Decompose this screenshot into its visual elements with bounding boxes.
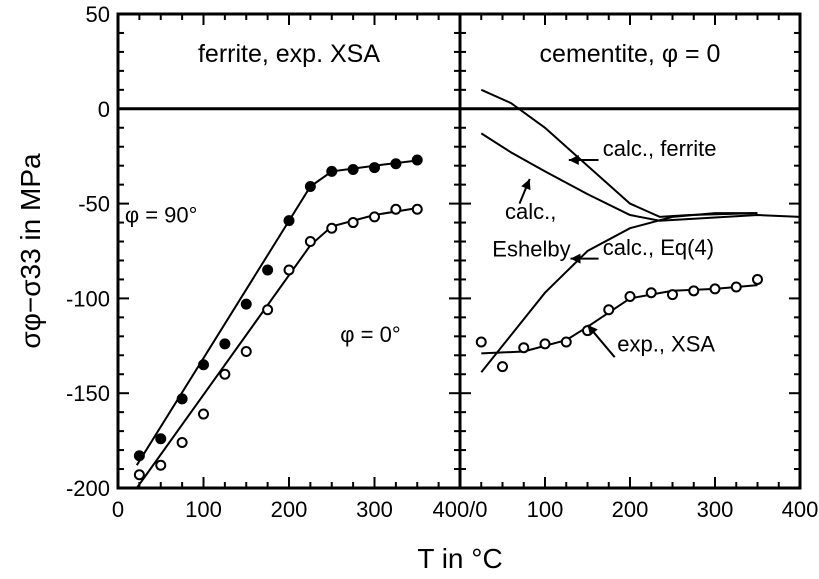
data-point (560, 336, 572, 348)
data-point (369, 211, 380, 223)
x-tick-label: 0 (112, 497, 124, 522)
data-point (645, 287, 657, 299)
data-point (283, 215, 295, 227)
data-point (475, 336, 487, 348)
panel-title: cementite, φ = 0 (540, 40, 721, 68)
data-point (326, 165, 338, 177)
x-tick-label: 100 (527, 497, 564, 522)
data-point (347, 217, 359, 229)
data-point (709, 283, 721, 295)
panel-right (458, 12, 802, 490)
y-axis-title: σφ−σ33 in MPa (15, 153, 46, 349)
data-point (198, 408, 209, 420)
data-point (262, 264, 274, 276)
data-point (240, 345, 252, 357)
data-point (369, 162, 380, 174)
annotation: calc., (505, 199, 556, 224)
data-point (155, 459, 167, 471)
data-point (603, 304, 615, 316)
data-point (219, 368, 231, 380)
data-point (176, 436, 188, 448)
data-point (390, 203, 402, 215)
x-tick-label: 200 (271, 497, 308, 522)
data-point (262, 304, 274, 316)
x-tick-label: 300 (356, 497, 393, 522)
x-tick-label: 100 (185, 497, 222, 522)
data-point (688, 285, 700, 297)
data-point (411, 203, 423, 215)
annotation: calc., ferrite (603, 136, 717, 161)
data-point (133, 469, 145, 481)
data-point (497, 361, 508, 373)
panel-title: ferrite, exp. XSA (198, 40, 380, 68)
y-tick-label: -100 (66, 286, 110, 311)
y-tick-label: 0 (98, 97, 110, 122)
data-point (133, 450, 145, 462)
arrow-head (568, 154, 579, 165)
series-line (480, 212, 758, 373)
x-tick-label: 300 (697, 497, 734, 522)
annotation: calc., Eq(4) (603, 235, 714, 260)
data-point (411, 154, 423, 166)
panel-frame (116, 12, 462, 490)
x-axis-title: T in °C (417, 543, 502, 574)
data-point (304, 236, 316, 248)
arrow-head (570, 253, 581, 264)
y-tick-label: -200 (66, 476, 110, 501)
data-point (539, 338, 551, 350)
y-tick-label: 50 (86, 2, 110, 27)
data-point (730, 281, 742, 293)
arrow-head (587, 324, 598, 336)
x-tick-label: 400/0 (432, 497, 487, 522)
data-point (518, 342, 530, 354)
data-point (624, 291, 636, 303)
y-tick-label: -150 (66, 381, 110, 406)
data-point (390, 158, 402, 170)
data-point (304, 181, 316, 193)
data-point (326, 222, 338, 234)
y-tick-label: -50 (78, 192, 110, 217)
data-point (219, 338, 231, 350)
data-point (155, 433, 167, 445)
data-point (347, 163, 359, 175)
x-tick-label: 400 (782, 497, 819, 522)
x-tick-label: 200 (612, 497, 649, 522)
data-point (198, 359, 209, 371)
data-point (667, 289, 678, 301)
data-point (240, 298, 252, 310)
annotation: Eshelby (492, 237, 570, 262)
annotation: exp., XSA (617, 331, 715, 356)
annotation: φ = 90° (125, 203, 198, 228)
series-line (480, 132, 801, 222)
arrow-head (521, 178, 531, 191)
data-point (176, 393, 188, 405)
data-point (283, 264, 295, 276)
data-point (752, 273, 763, 285)
panel-left (116, 12, 462, 490)
annotation: φ = 0° (340, 322, 400, 347)
